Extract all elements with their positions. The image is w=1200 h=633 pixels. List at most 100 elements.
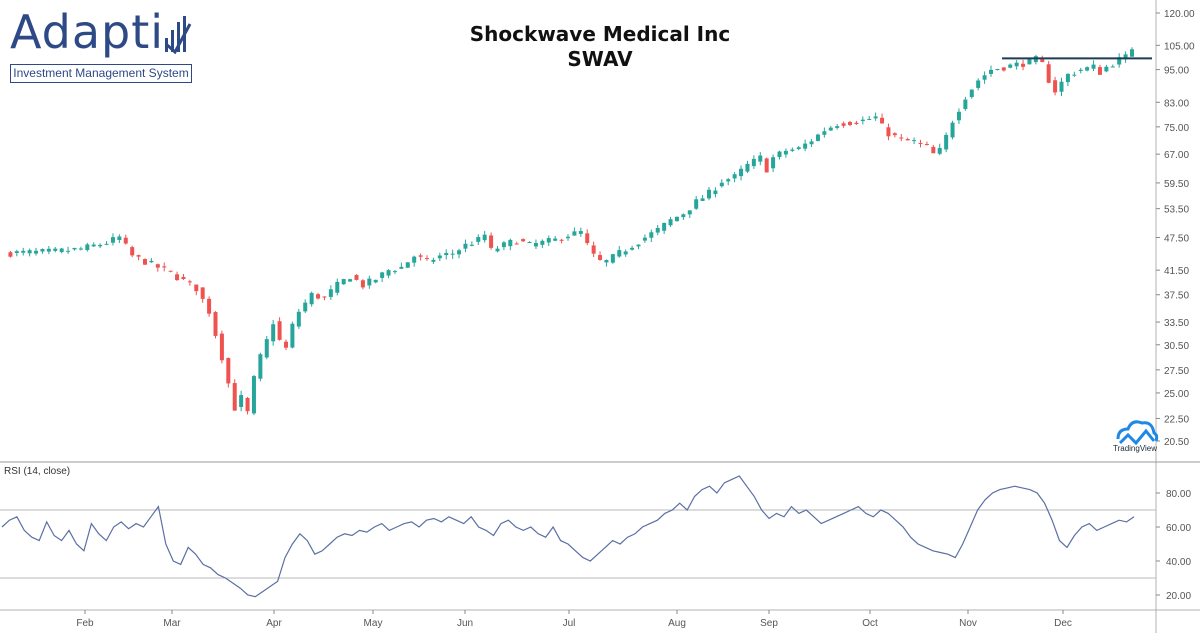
candle-down [418, 255, 423, 257]
candle-up [533, 243, 538, 247]
x-tick-label: Feb [76, 618, 94, 629]
candle-up [251, 376, 256, 414]
candle-up [399, 266, 404, 269]
candle-down [130, 247, 135, 256]
candle-up [662, 222, 667, 231]
price-tick-label: 20.50 [1164, 437, 1189, 448]
candle-up [553, 238, 558, 241]
candle-up [1014, 62, 1019, 67]
candle-down [1040, 59, 1045, 63]
candle-up [431, 259, 436, 262]
candle-up [1027, 58, 1032, 65]
candle-down [316, 294, 321, 299]
candle-up [1130, 49, 1134, 57]
price-tick-label: 47.50 [1164, 233, 1189, 244]
candle-up [956, 111, 961, 121]
candle-up [380, 272, 385, 278]
x-tick-label: Jun [457, 618, 473, 629]
candle-up [386, 270, 391, 276]
logo-wordmark: Adapti [10, 5, 165, 59]
candle-up [1117, 57, 1122, 65]
candle-down [598, 255, 603, 260]
candle-up [700, 198, 705, 201]
candle-up [91, 244, 96, 247]
candle-up [739, 168, 744, 177]
candle-up [1110, 66, 1115, 68]
candle-up [335, 281, 340, 293]
rsi-tick-label: 80.00 [1166, 489, 1191, 500]
candle-down [899, 137, 904, 139]
candle-up [437, 255, 442, 259]
candle-down [854, 122, 859, 125]
candle-up [546, 238, 551, 243]
candle-up [937, 147, 942, 154]
candle-down [322, 296, 327, 298]
candle-up [732, 174, 737, 179]
candle-up [719, 182, 724, 187]
candle-down [880, 117, 885, 124]
candle-up [290, 323, 295, 348]
price-tick-label: 83.00 [1164, 98, 1189, 109]
candle-up [610, 254, 615, 263]
candle-up [783, 150, 788, 155]
candle-up [1091, 64, 1096, 69]
candle-up [476, 237, 481, 242]
price-tick-label: 25.00 [1164, 389, 1189, 400]
candle-up [751, 158, 756, 167]
candle-up [860, 119, 865, 122]
x-tick-label: Aug [668, 618, 686, 629]
x-axis: Feb Mar Apr May Jun Jul Aug Sep Oct Nov Dec [76, 610, 1072, 629]
candle-up [873, 116, 878, 119]
candle-up [617, 250, 622, 257]
candle-down [194, 284, 199, 292]
rsi-tick-label: 20.00 [1166, 591, 1191, 602]
logo-tagline: Investment Management System [10, 64, 192, 83]
candle-down [360, 280, 365, 288]
candle-down [521, 239, 526, 242]
candle-down [162, 266, 167, 268]
candle-down [848, 122, 852, 125]
candle-up [392, 271, 397, 273]
candle-down [277, 321, 282, 340]
candle-up [149, 260, 154, 263]
candle-down [1001, 67, 1006, 71]
candle-down [181, 276, 186, 279]
candle-up [963, 99, 968, 109]
tradingview-logo-icon [1116, 420, 1159, 446]
candle-down [226, 358, 231, 384]
candle-up [912, 140, 917, 142]
chart-title-ticker: SWAV [567, 47, 633, 71]
candle-up [296, 311, 301, 327]
candle-up [758, 155, 763, 162]
candle-up [681, 214, 686, 218]
candle-up [1065, 73, 1070, 83]
candle-up [104, 243, 109, 245]
price-tick-label: 30.50 [1164, 341, 1189, 352]
candle-down [585, 233, 590, 244]
candle-up [642, 237, 647, 241]
candle-up [828, 127, 833, 131]
candle-up [578, 231, 583, 234]
price-tick-label: 33.50 [1164, 318, 1189, 329]
rsi-tick-label: 60.00 [1166, 523, 1191, 534]
candle-up [78, 248, 83, 250]
candle-up [707, 189, 711, 199]
candle-down [1053, 80, 1058, 93]
candle-down [168, 270, 173, 272]
x-tick-label: Apr [266, 618, 282, 629]
rsi-line [1, 475, 1135, 598]
candle-down [143, 259, 147, 265]
candle-up [630, 247, 635, 250]
candle-up [463, 243, 468, 249]
rsi-label: RSI (14, close) [4, 466, 71, 477]
price-tick-label: 105.00 [1164, 41, 1195, 52]
candle-up [668, 219, 673, 226]
candle-up [21, 250, 26, 253]
price-tick-label: 59.50 [1164, 179, 1189, 190]
candle-up [450, 253, 455, 255]
candle-up [713, 190, 718, 195]
candle-up [1059, 81, 1064, 92]
candle-down [1046, 64, 1051, 83]
candle-up [867, 118, 872, 120]
